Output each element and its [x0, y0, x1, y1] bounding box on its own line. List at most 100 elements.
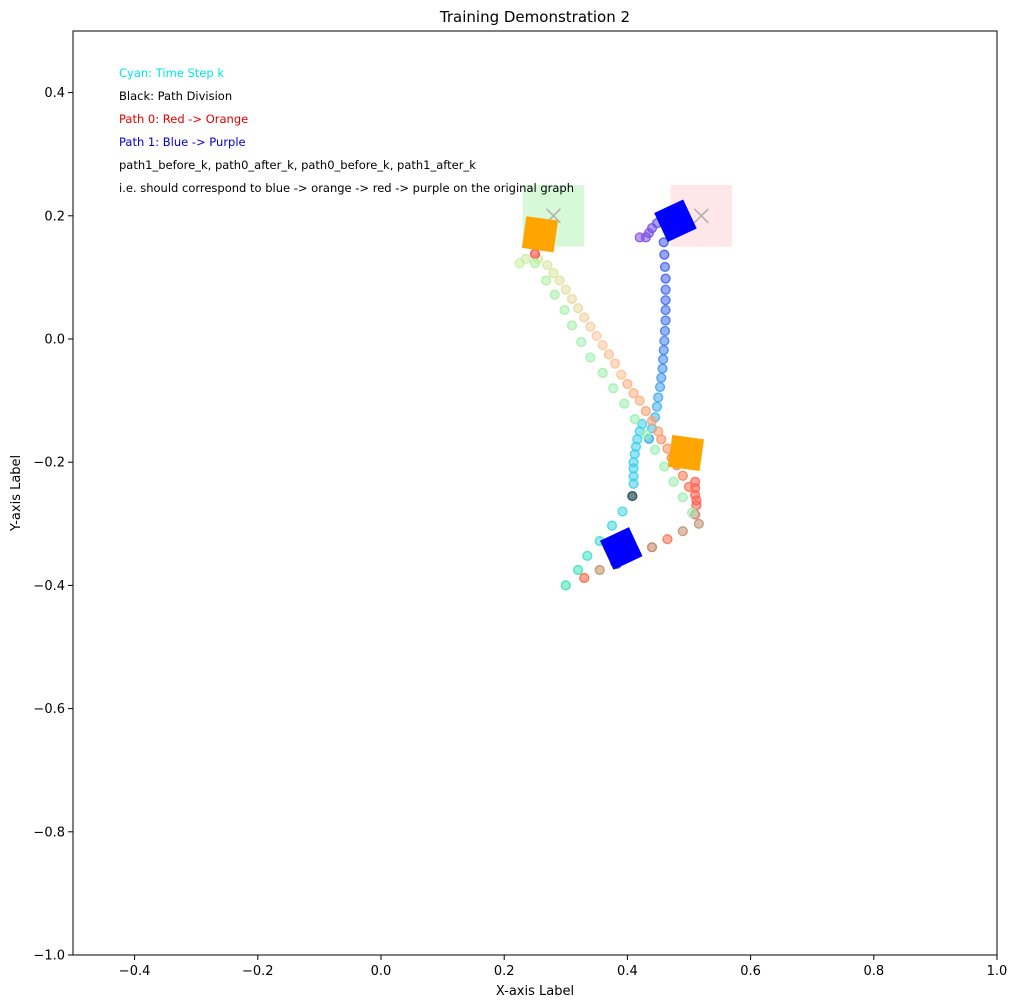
trajectory-point	[549, 289, 560, 300]
y-axis-label: Y-axis Label	[9, 455, 24, 532]
x-tick-label: 0.6	[740, 964, 761, 979]
trajectory-point	[662, 534, 673, 545]
trajectory-point	[637, 418, 648, 430]
trajectory-point	[608, 383, 619, 394]
trajectory-point	[634, 232, 645, 243]
trajectory-point	[554, 275, 565, 286]
annotation-text: path1_before_k, path0_after_k, path0_bef…	[119, 158, 476, 172]
y-tick-label: −0.8	[33, 825, 65, 840]
y-tick-label: −0.4	[33, 579, 65, 594]
trajectory-point	[585, 321, 596, 332]
plot-frame	[72, 30, 998, 956]
trajectory-point	[606, 520, 618, 531]
trajectory-point	[597, 367, 608, 378]
trajectory-point	[582, 550, 593, 561]
trajectory-point	[660, 315, 671, 326]
x-tick-label: 0.8	[863, 964, 884, 979]
trajectory-point	[591, 330, 602, 342]
trajectory-point	[658, 354, 669, 365]
x-tick-label: 0.2	[494, 964, 515, 979]
trajectory-point	[660, 295, 671, 306]
x-tick-label: 0.0	[371, 964, 392, 979]
trajectory-point	[559, 304, 570, 316]
trajectory-point	[579, 572, 590, 584]
trajectory-point	[659, 461, 670, 472]
trajectory-point	[650, 444, 661, 455]
trajectory-point	[594, 564, 605, 576]
annotation-notes: Cyan: Time Step k Black: Path Division Pat…	[119, 66, 574, 195]
trajectory-point	[540, 275, 552, 286]
trajectory-point	[668, 476, 679, 488]
trajectory-point	[683, 481, 695, 492]
y-tick-label: 0.4	[44, 86, 65, 101]
object-square	[667, 434, 704, 472]
plot-area	[514, 185, 733, 591]
trajectory-point	[653, 426, 664, 437]
y-tick-label: 0.0	[44, 333, 65, 348]
trajectory-point	[659, 249, 670, 260]
trajectory-point	[514, 258, 525, 269]
y-axis: −1.0 −0.8 −0.6 −0.4 −0.2 0.0 0.2 0.4	[33, 86, 73, 964]
trajectory-point	[660, 273, 671, 284]
object-square	[654, 199, 697, 242]
trajectory-point	[573, 303, 584, 314]
object-square	[599, 527, 643, 570]
trajectory-point	[542, 259, 553, 271]
trajectory-point	[627, 490, 638, 502]
annotation-text: i.e. should correspond to blue -> orange…	[119, 181, 574, 195]
trajectory-point	[657, 363, 668, 374]
trajectory-point	[560, 580, 571, 591]
trajectory-point	[693, 518, 704, 529]
trajectory-point	[576, 336, 587, 348]
annotation-text: Cyan: Time Step k	[119, 66, 224, 80]
trajectory-point	[619, 398, 630, 409]
trajectory-point	[640, 429, 651, 440]
trajectory-point	[660, 304, 671, 316]
trajectory-point	[585, 352, 596, 363]
trajectory-point	[579, 312, 590, 323]
trajectory-point	[609, 358, 621, 369]
y-tick-label: −0.2	[33, 456, 65, 471]
trajectory-point	[529, 258, 541, 269]
x-tick-label: −0.4	[119, 964, 151, 979]
goal-x-marker	[693, 208, 709, 224]
annotation-text: Black: Path Division	[119, 89, 232, 103]
x-axis-label: X-axis Label	[496, 984, 574, 999]
trajectory-point	[658, 344, 669, 356]
trajectory-point	[651, 401, 663, 412]
trajectory-point	[629, 413, 640, 425]
trajectory-point	[659, 325, 671, 337]
trajectory-point	[628, 388, 639, 399]
object-square	[521, 216, 558, 253]
trajectory-point	[658, 237, 669, 248]
trajectory-point	[573, 564, 584, 576]
trajectory-point	[597, 340, 608, 351]
trajectory-point	[616, 369, 627, 380]
trajectory-point	[646, 415, 658, 427]
trajectory-point	[640, 405, 651, 417]
y-tick-label: 0.2	[44, 209, 65, 224]
trajectory-point	[634, 395, 645, 406]
chart-title: Training Demonstration 2	[439, 8, 630, 26]
x-tick-label: 1.0	[987, 964, 1008, 979]
trajectory-point	[686, 507, 698, 518]
trajectory-point	[617, 506, 628, 517]
trajectory-point	[659, 261, 671, 273]
trajectory-point	[653, 392, 664, 403]
annotation-text: Path 0: Red -> Orange	[119, 112, 248, 126]
trajectory-point	[677, 470, 688, 481]
x-tick-label: 0.4	[617, 964, 638, 979]
trajectory-point	[529, 248, 541, 260]
trajectory-point	[656, 372, 667, 383]
x-axis: −0.4 −0.2 0.0 0.2 0.4 0.6 0.8 1.0	[119, 955, 1008, 979]
y-tick-label: −1.0	[33, 949, 65, 964]
trajectory-point	[659, 335, 670, 346]
trajectory-point	[677, 526, 688, 537]
trajectory-point	[566, 293, 578, 305]
trajectory-point	[560, 284, 571, 295]
trajectory-point	[622, 378, 633, 390]
annotation-text: Path 1: Blue -> Purple	[119, 135, 246, 149]
trajectory-point	[548, 267, 559, 279]
trajectory-point	[654, 381, 666, 393]
